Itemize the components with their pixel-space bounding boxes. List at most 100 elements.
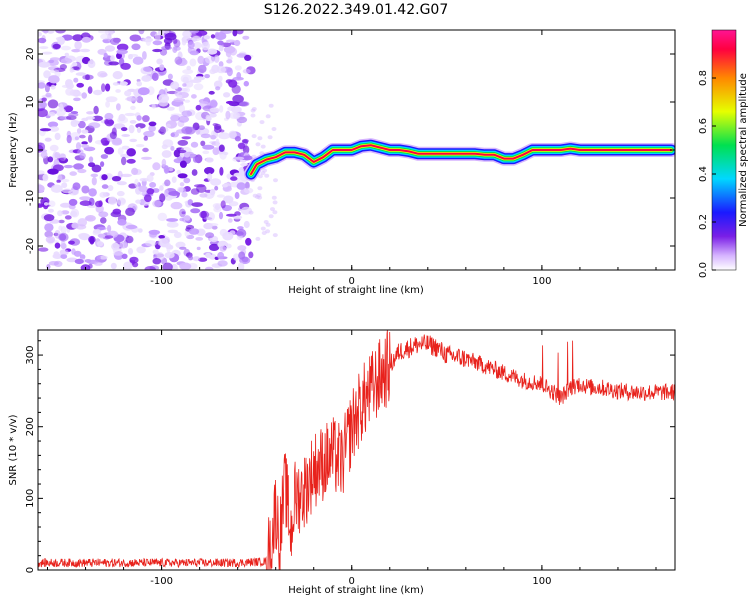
noise-speckle [64, 52, 70, 57]
noise-speckle [203, 35, 211, 40]
noise-speckle [38, 203, 44, 208]
noise-speckle [272, 200, 278, 205]
noise-speckle [59, 249, 69, 256]
noise-speckle [112, 251, 124, 256]
noise-speckle [121, 253, 128, 259]
noise-speckle [58, 232, 69, 242]
noise-speckle [255, 142, 261, 147]
noise-speckle [107, 119, 115, 125]
noise-speckle [236, 182, 246, 190]
y-tick-label: 10 [25, 96, 36, 109]
noise-speckle [58, 225, 63, 231]
noise-speckle [142, 147, 149, 153]
noise-speckle [60, 254, 68, 259]
noise-speckle [100, 161, 105, 168]
noise-speckle [235, 231, 244, 236]
noise-speckle [129, 256, 139, 264]
noise-speckle [104, 235, 114, 239]
noise-speckle [96, 241, 104, 247]
noise-speckle [252, 193, 258, 198]
noise-speckle [164, 30, 170, 34]
noise-speckle [38, 184, 45, 193]
noise-speckle [190, 208, 201, 214]
y-tick-label: 200 [25, 417, 36, 436]
noise-speckle [59, 202, 72, 208]
colorbar-tick-label: 0.0 [698, 262, 709, 278]
noise-speckle [265, 114, 271, 119]
noise-speckle [136, 96, 144, 104]
noise-speckle [214, 125, 222, 134]
noise-speckle [219, 105, 224, 113]
noise-speckle [264, 173, 270, 178]
noise-speckle [208, 113, 217, 118]
noise-speckle [141, 75, 152, 82]
noise-speckle [191, 169, 198, 176]
noise-speckle [175, 241, 186, 249]
noise-speckle [182, 69, 194, 75]
noise-speckle [185, 224, 195, 230]
noise-speckle [227, 106, 236, 111]
noise-speckle [226, 213, 237, 217]
noise-speckle [48, 261, 60, 266]
noise-speckle [105, 83, 111, 92]
noise-speckle [72, 182, 81, 190]
noise-speckle [124, 112, 136, 117]
noise-speckle [112, 137, 122, 145]
noise-speckle [259, 120, 265, 125]
noise-speckle [182, 83, 187, 87]
noise-speckle [190, 141, 199, 148]
noise-speckle [170, 201, 183, 210]
noise-speckle [199, 193, 208, 198]
noise-speckle [144, 266, 156, 270]
noise-speckle [41, 97, 47, 102]
noise-speckle [87, 86, 93, 94]
noise-speckle [159, 193, 166, 203]
noise-speckle [242, 35, 250, 40]
noise-speckle [38, 31, 42, 37]
noise-speckle [195, 104, 202, 111]
noise-speckle [100, 154, 109, 159]
noise-speckle [90, 173, 99, 178]
noise-speckle [43, 70, 51, 79]
noise-speckle [255, 236, 261, 241]
ridge-core [250, 144, 673, 175]
noise-speckle [165, 242, 172, 250]
noise-speckle [145, 240, 157, 247]
noise-speckle [134, 178, 139, 188]
noise-speckle [68, 198, 78, 206]
noise-speckle [68, 112, 79, 117]
noise-speckle [109, 37, 120, 46]
noise-speckle [73, 77, 79, 83]
noise-speckle [46, 264, 51, 270]
noise-speckle [234, 65, 242, 71]
noise-speckle [212, 147, 220, 156]
noise-speckle [100, 217, 107, 224]
noise-speckle [179, 262, 192, 270]
noise-speckle [76, 128, 82, 134]
noise-speckle [243, 80, 249, 87]
noise-speckle [38, 108, 48, 118]
noise-speckle [187, 199, 193, 206]
noise-speckle [38, 170, 45, 175]
noise-speckle [170, 131, 179, 138]
noise-speckle [116, 197, 126, 206]
noise-speckle [197, 55, 205, 65]
y-tick-label: -20 [25, 238, 36, 254]
noise-speckle [79, 200, 92, 206]
noise-speckle [77, 168, 87, 174]
noise-speckle [198, 125, 205, 131]
noise-speckle [81, 185, 90, 194]
noise-speckle [66, 83, 74, 89]
noise-speckle [109, 131, 117, 140]
noise-speckle [272, 210, 278, 215]
noise-speckle [69, 171, 77, 176]
noise-speckle [143, 66, 152, 72]
noise-speckle [233, 112, 241, 120]
noise-speckle [173, 231, 182, 239]
noise-speckle [74, 136, 79, 141]
noise-speckle [202, 144, 215, 150]
noise-speckle [38, 247, 49, 252]
noise-speckle [88, 134, 93, 143]
noise-speckle [112, 71, 123, 80]
noise-speckle [135, 144, 145, 148]
